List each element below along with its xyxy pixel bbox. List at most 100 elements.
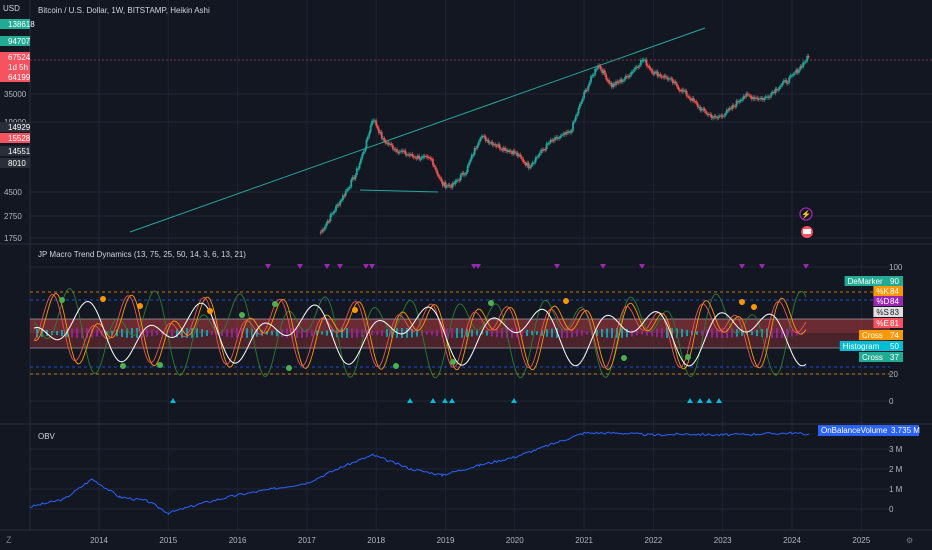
histogram-bar [201, 329, 203, 337]
candle-body [439, 176, 441, 179]
candle-body [329, 214, 332, 221]
candle-body [749, 95, 752, 97]
candle-body [695, 101, 698, 104]
candle-body [786, 82, 789, 84]
candle-body [723, 115, 725, 117]
candle-body [585, 89, 588, 92]
candle-body [713, 115, 716, 118]
candle-body [791, 75, 793, 77]
histogram-bar [521, 329, 523, 337]
candle-body [559, 135, 562, 138]
oscillator-pane[interactable] [30, 264, 890, 403]
candle-body [437, 174, 440, 177]
candle-body [649, 68, 652, 70]
candle-body [469, 159, 472, 163]
candle-body [658, 74, 660, 77]
candle-body [479, 138, 482, 142]
candle-body [764, 96, 767, 99]
candle-body [732, 105, 735, 107]
candle-body [506, 149, 509, 153]
histogram-bar [181, 328, 183, 338]
candle-body [450, 185, 452, 188]
histogram-bar [66, 329, 68, 337]
candle-body [324, 226, 326, 230]
settings-icon[interactable]: ⚙ [906, 536, 913, 545]
obv-title[interactable]: OBV [38, 432, 56, 441]
histogram-bar [791, 329, 793, 337]
candle-body [383, 138, 386, 142]
candle-body [408, 154, 411, 156]
histogram-bar [716, 328, 718, 338]
candle-body [630, 71, 633, 76]
candle-body [464, 174, 466, 176]
marker-top-triangle [475, 264, 481, 269]
marker-top-triangle [369, 264, 375, 269]
candle-body [554, 137, 556, 141]
candle-body [508, 150, 511, 153]
candle-body [390, 143, 393, 146]
candle-body [598, 65, 601, 67]
candle-body [750, 96, 753, 100]
candle-body [706, 113, 709, 115]
price-badge-4: 64199 [8, 73, 31, 82]
candle-body [645, 59, 648, 66]
candle-body [504, 147, 506, 152]
histogram-bar [466, 328, 468, 338]
candle-body [321, 229, 324, 233]
candle-body [737, 100, 739, 103]
price-badge-bg-8 [0, 158, 30, 168]
candle-body [351, 177, 354, 180]
obv-legend-value-bg [889, 425, 919, 436]
price-pane[interactable]: ⚡ [30, 27, 932, 238]
timezone-icon[interactable]: Z [6, 535, 12, 545]
histogram-bar [606, 328, 608, 338]
marker-top-triangle [554, 264, 560, 269]
candle-body [580, 101, 583, 105]
osc-legend-value-bg-4 [889, 318, 903, 328]
candle-body [623, 79, 626, 81]
time-axis[interactable]: 2014 2015 2016 2017 2018 2019 2020 2021 2022 2023… [90, 536, 871, 545]
candle-body [493, 144, 495, 146]
candle-body [656, 71, 659, 77]
symbol-title[interactable]: Bitcoin / U.S. Dollar, 1W, BITSTAMP, Hei… [38, 6, 210, 15]
candle-body [574, 116, 577, 121]
osc-axis[interactable]: 100 20 0 [889, 263, 903, 406]
trendline-support[interactable] [359, 189, 439, 193]
candle-body [756, 97, 759, 99]
marker-dot [272, 301, 278, 307]
marker-dot [751, 304, 757, 310]
candle-body [778, 87, 781, 90]
currency-label[interactable]: USD [3, 4, 20, 13]
candle-body [412, 156, 415, 158]
lightning-glyph-icon: ⚡ [801, 209, 811, 219]
candle-body [563, 133, 566, 135]
price-badge-2: 67524 [8, 53, 31, 62]
candle-body [717, 116, 720, 118]
candle-body [385, 141, 387, 144]
histogram-bar [401, 328, 403, 338]
histogram-bar [446, 328, 448, 338]
candle-body [416, 155, 419, 159]
candle-body [730, 107, 732, 110]
candle-body [487, 139, 490, 143]
marker-top-triangle [265, 264, 271, 269]
candle-body [465, 172, 468, 175]
candle-body [411, 153, 414, 157]
histogram-bar [696, 331, 698, 335]
trendline-upper[interactable] [129, 27, 706, 233]
candle-body [610, 82, 613, 88]
candle-body [365, 139, 368, 149]
histogram-bar [596, 329, 598, 337]
candle-body [524, 162, 527, 166]
indicator-title[interactable]: JP Macro Trend Dynamics (13, 75, 25, 50,… [38, 250, 246, 259]
osc-legend-label-7: Cross [862, 353, 883, 362]
candle-body [482, 135, 484, 138]
marker-dot [488, 300, 494, 306]
lightning-event-icon[interactable] [799, 207, 813, 221]
candle-body [566, 131, 569, 134]
histogram-bar [361, 329, 363, 337]
candle-body [802, 62, 804, 68]
candle-body [562, 133, 565, 135]
obv-axis[interactable]: 3 M 2 M 1 M 0 [889, 445, 903, 514]
